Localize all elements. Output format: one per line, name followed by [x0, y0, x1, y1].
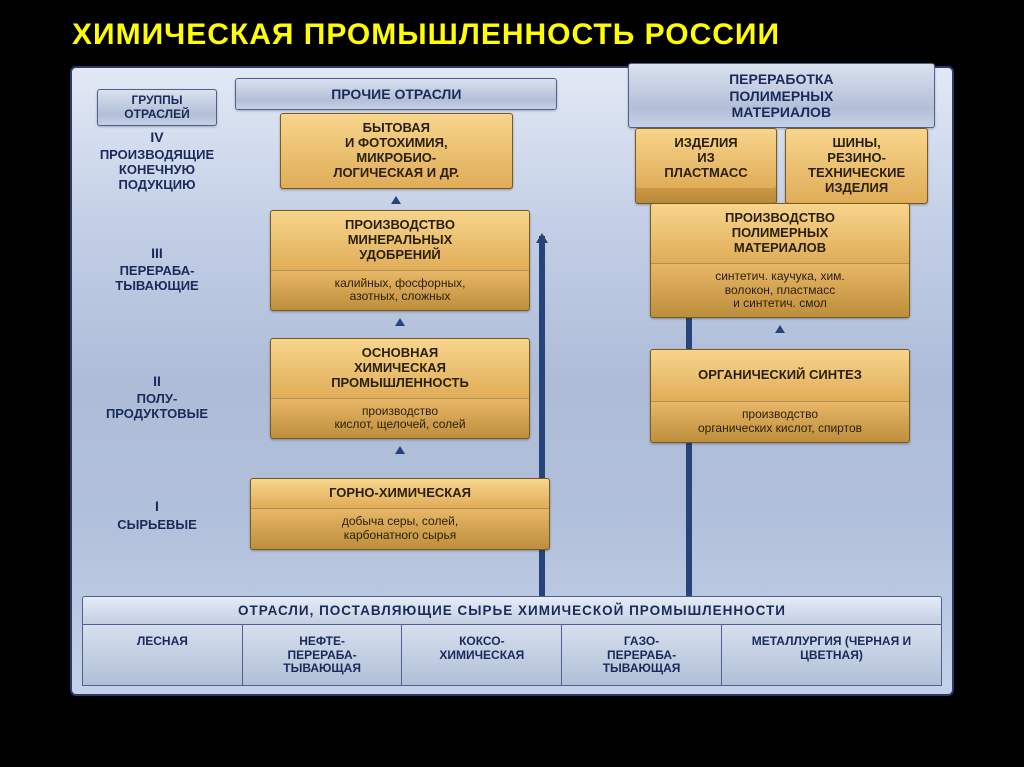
slide: ХИМИЧЕСКАЯ ПРОМЫШЛЕННОСТЬ РОССИИ ГРУППЫ … — [0, 0, 1024, 767]
tier-1: I СЫРЬЕВЫЕ ГОРНО-ХИМИЧЕСКАЯ добыча серы,… — [84, 460, 940, 568]
row4-right-box1: ИЗДЕЛИЯ ИЗ ПЛАСТМАСС — [635, 128, 778, 204]
row4-right-header: ПЕРЕРАБОТКА ПОЛИМЕРНЫХ МАТЕРИАЛОВ — [628, 63, 935, 127]
row3-num: III — [151, 245, 163, 261]
row3-right-sub: синтетич. каучука, хим. волокон, пластма… — [651, 264, 909, 317]
row1-labelcol: I СЫРЬЕВЫЕ — [84, 460, 230, 568]
row4-left-header: ПРОЧИЕ ОТРАСЛИ — [235, 78, 557, 110]
row3-left: ПРОИЗВОДСТВО МИНЕРАЛЬНЫХ УДОБРЕНИЙ калий… — [250, 204, 550, 332]
row2-content: ОСНОВНАЯ ХИМИЧЕСКАЯ ПРОМЫШЛЕННОСТЬ произ… — [230, 332, 940, 460]
row2-label: ПОЛУ- ПРОДУКТОВЫЕ — [106, 392, 208, 422]
row4-label: ПРОИЗВОДЯЩИЕ КОНЕЧНУЮ ПОДУКЦИЮ — [100, 148, 214, 193]
row4-left-box: БЫТОВАЯ И ФОТОХИМИЯ, МИКРОБИО- ЛОГИЧЕСКА… — [280, 113, 513, 189]
arrow-icon — [395, 441, 405, 454]
row3-right: ПРОИЗВОДСТВО ПОЛИМЕРНЫХ МАТЕРИАЛОВ синте… — [630, 204, 930, 332]
row1-spacer — [550, 460, 940, 568]
row3-left-hd: ПРОИЗВОДСТВО МИНЕРАЛЬНЫХ УДОБРЕНИЙ — [271, 211, 529, 271]
row3-left-box: ПРОИЗВОДСТВО МИНЕРАЛЬНЫХ УДОБРЕНИЙ калий… — [270, 210, 530, 311]
row2-left-sub: производство кислот, щелочей, солей — [271, 399, 529, 439]
footer-col-2: КОКСО- ХИМИЧЕСКАЯ — [402, 625, 562, 686]
group-header: ГРУППЫ ОТРАСЛЕЙ — [97, 89, 217, 127]
row2-right-sub: производство органических кислот, спирто… — [651, 402, 909, 442]
row4-right-box2: ШИНЫ, РЕЗИНО- ТЕХНИЧЕСКИЕ ИЗДЕЛИЯ — [785, 128, 928, 204]
row1-left: ГОРНО-ХИМИЧЕСКАЯ добыча серы, солей, кар… — [250, 460, 550, 568]
tier-2: II ПОЛУ- ПРОДУКТОВЫЕ ОСНОВНАЯ ХИМИЧЕСКАЯ… — [84, 332, 940, 460]
row4-num: IV — [150, 129, 163, 145]
row2-left-hd: ОСНОВНАЯ ХИМИЧЕСКАЯ ПРОМЫШЛЕННОСТЬ — [271, 339, 529, 399]
row3-right-hd: ПРОИЗВОДСТВО ПОЛИМЕРНЫХ МАТЕРИАЛОВ — [651, 204, 909, 264]
footer-title: ОТРАСЛИ, ПОСТАВЛЯЮЩИЕ СЫРЬЕ ХИМИЧЕСКОЙ П… — [82, 596, 942, 625]
row1-label: СЫРЬЕВЫЕ — [117, 518, 197, 533]
row4-content: ПРОЧИЕ ОТРАСЛИ БЫТОВАЯ И ФОТОХИМИЯ, МИКР… — [230, 78, 940, 204]
row1-content: ГОРНО-ХИМИЧЕСКАЯ добыча серы, солей, кар… — [230, 460, 940, 568]
row2-right: ОРГАНИЧЕСКИЙ СИНТЕЗ производство органич… — [630, 332, 930, 460]
arrow-icon — [391, 191, 401, 204]
row1-left-box: ГОРНО-ХИМИЧЕСКАЯ добыча серы, солей, кар… — [250, 478, 550, 550]
slide-title: ХИМИЧЕСКАЯ ПРОМЫШЛЕННОСТЬ РОССИИ — [0, 0, 1024, 66]
row2-right-box: ОРГАНИЧЕСКИЙ СИНТЕЗ производство органич… — [650, 349, 910, 443]
row4-right-split: ИЗДЕЛИЯ ИЗ ПЛАСТМАСС ШИНЫ, РЕЗИНО- ТЕХНИ… — [635, 128, 928, 204]
row3-content: ПРОИЗВОДСТВО МИНЕРАЛЬНЫХ УДОБРЕНИЙ калий… — [230, 204, 940, 332]
row3-label: ПЕРЕРАБА- ТЫВАЮЩИЕ — [115, 264, 198, 294]
footer-bar: ОТРАСЛИ, ПОСТАВЛЯЮЩИЕ СЫРЬЕ ХИМИЧЕСКОЙ П… — [82, 596, 942, 686]
row4-left-box-hd: БЫТОВАЯ И ФОТОХИМИЯ, МИКРОБИО- ЛОГИЧЕСКА… — [281, 114, 512, 188]
row4-right: ПЕРЕРАБОТКА ПОЛИМЕРНЫХ МАТЕРИАЛОВ ИЗДЕЛИ… — [629, 78, 934, 204]
tier-4: ГРУППЫ ОТРАСЛЕЙ IV ПРОИЗВОДЯЩИЕ КОНЕЧНУЮ… — [84, 78, 940, 204]
row2-right-hd: ОРГАНИЧЕСКИЙ СИНТЕЗ — [651, 350, 909, 402]
row1-num: I — [155, 498, 159, 514]
row2-num: II — [153, 373, 161, 389]
footer-col-3: ГАЗО- ПЕРЕРАБА- ТЫВАЮЩАЯ — [562, 625, 722, 686]
diagram: ГРУППЫ ОТРАСЛЕЙ IV ПРОИЗВОДЯЩИЕ КОНЕЧНУЮ… — [70, 66, 954, 696]
row2-left-box: ОСНОВНАЯ ХИМИЧЕСКАЯ ПРОМЫШЛЕННОСТЬ произ… — [270, 338, 530, 439]
row4-right-box1-hd: ИЗДЕЛИЯ ИЗ ПЛАСТМАСС — [636, 129, 777, 188]
row4-right-box2-hd: ШИНЫ, РЕЗИНО- ТЕХНИЧЕСКИЕ ИЗДЕЛИЯ — [786, 129, 927, 203]
row1-left-sub: добыча серы, солей, карбонатного сырья — [251, 509, 549, 549]
row1-left-hd: ГОРНО-ХИМИЧЕСКАЯ — [251, 479, 549, 509]
row4-labelcol: ГРУППЫ ОТРАСЛЕЙ IV ПРОИЗВОДЯЩИЕ КОНЕЧНУЮ… — [84, 78, 230, 204]
tier-3: III ПЕРЕРАБА- ТЫВАЮЩИЕ ПРОИЗВОДСТВО МИНЕ… — [84, 204, 940, 332]
row3-left-sub: калийных, фосфорных, азотных, сложных — [271, 271, 529, 311]
footer-cols: ЛЕСНАЯ НЕФТЕ- ПЕРЕРАБА- ТЫВАЮЩАЯ КОКСО- … — [82, 625, 942, 686]
row4-left: ПРОЧИЕ ОТРАСЛИ БЫТОВАЯ И ФОТОХИМИЯ, МИКР… — [236, 78, 557, 204]
row3-labelcol: III ПЕРЕРАБА- ТЫВАЮЩИЕ — [84, 204, 230, 332]
row3-right-box: ПРОИЗВОДСТВО ПОЛИМЕРНЫХ МАТЕРИАЛОВ синте… — [650, 203, 910, 318]
footer-col-4: МЕТАЛЛУРГИЯ (ЧЕРНАЯ И ЦВЕТНАЯ) — [722, 625, 942, 686]
arrow-icon — [395, 313, 405, 326]
diagram-wrapper: ГРУППЫ ОТРАСЛЕЙ IV ПРОИЗВОДЯЩИЕ КОНЕЧНУЮ… — [70, 66, 954, 696]
footer-col-0: ЛЕСНАЯ — [82, 625, 243, 686]
row2-left: ОСНОВНАЯ ХИМИЧЕСКАЯ ПРОМЫШЛЕННОСТЬ произ… — [250, 332, 550, 460]
row2-labelcol: II ПОЛУ- ПРОДУКТОВЫЕ — [84, 332, 230, 460]
footer-col-1: НЕФТЕ- ПЕРЕРАБА- ТЫВАЮЩАЯ — [243, 625, 403, 686]
